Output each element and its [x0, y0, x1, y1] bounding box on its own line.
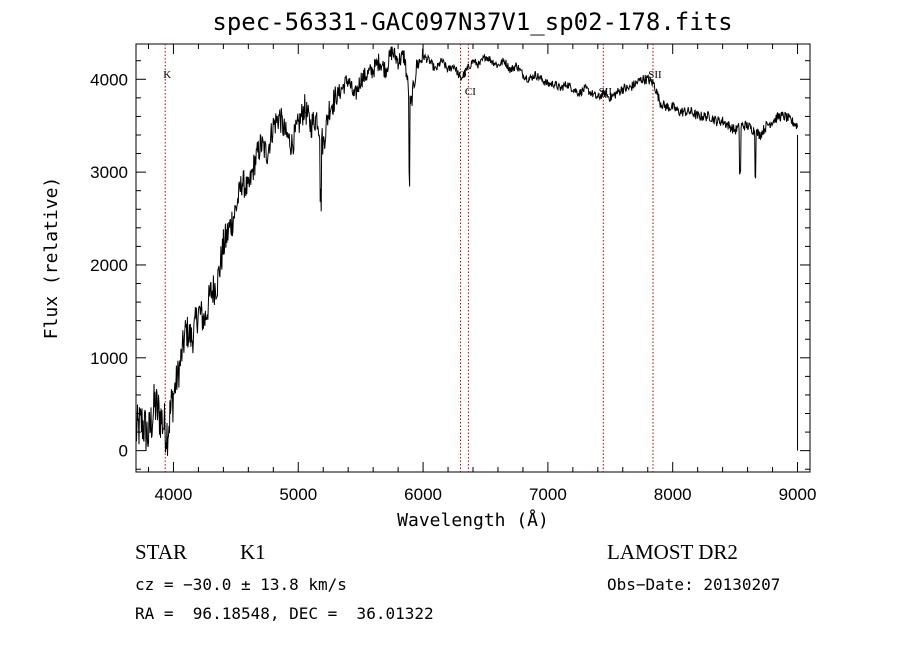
line-marker-label: K	[163, 69, 171, 81]
spectrum-line	[135, 46, 798, 456]
y-tick-label: 3000	[90, 163, 128, 182]
survey-name: LAMOST DR2	[607, 540, 738, 564]
chart-title: spec-56331-GAC097N37V1_sp02-178.fits	[212, 8, 733, 36]
plot-frame	[135, 43, 811, 473]
x-tick-label: 5000	[279, 485, 317, 504]
y-tick-label: 0	[119, 442, 128, 461]
x-axis-label: Wavelength (Å)	[397, 509, 549, 531]
y-axis-label: Flux (relative)	[41, 177, 62, 340]
object-class: STAR	[135, 540, 187, 564]
y-tick-label: 2000	[90, 256, 128, 275]
x-tick-label: 4000	[155, 485, 193, 504]
line-marker-label: O	[459, 69, 467, 81]
x-tick-label: 9000	[779, 485, 817, 504]
y-tick-label: 1000	[90, 349, 128, 368]
ra-dec: RA = 96.18548, DEC = 36.01322	[135, 604, 434, 623]
x-tick-label: 8000	[654, 485, 692, 504]
x-tick-label: 7000	[529, 485, 567, 504]
line-marker-label: CI	[465, 86, 476, 98]
redshift-text: cz = −30.0 ± 13.8 km/s	[135, 575, 347, 594]
line-marker-label: SII	[648, 69, 662, 81]
obs-date: Obs−Date: 20130207	[607, 575, 781, 594]
y-tick-label: 4000	[90, 70, 128, 89]
object-subclass: K1	[240, 540, 266, 564]
x-tick-label: 6000	[404, 485, 442, 504]
